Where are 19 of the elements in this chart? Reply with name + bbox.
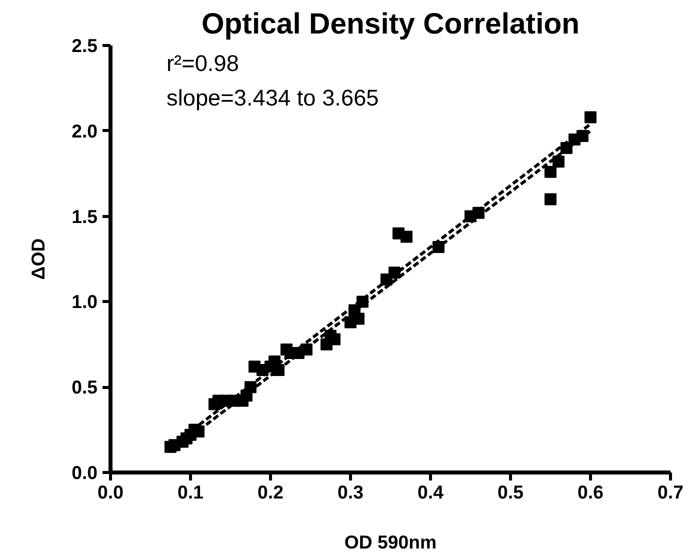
y-tick-label: 1.5: [72, 206, 98, 227]
y-tick-label: 0.5: [72, 376, 98, 398]
x-tick-label: 0.7: [658, 482, 684, 502]
x-axis-title: OD 590nm: [344, 532, 437, 552]
annotation: r²=0.98: [166, 50, 239, 76]
y-tick-label: 2.5: [72, 35, 98, 56]
y-axis-title: ΔOD: [28, 238, 49, 280]
y-tick-label: 0.0: [72, 462, 98, 483]
x-tick-label: 0.1: [178, 482, 204, 502]
y-tick-label: 2.0: [72, 120, 98, 142]
x-tick-label: 0.6: [578, 482, 604, 502]
x-tick-label: 0.0: [98, 482, 124, 502]
chart-title: Optical Density Correlation: [201, 8, 580, 40]
annotation: slope=3.434 to 3.665: [166, 84, 379, 110]
x-tick-label: 0.4: [418, 482, 444, 502]
x-tick-label: 0.2: [258, 482, 284, 502]
x-tick-label: 0.5: [498, 482, 524, 502]
y-tick-label: 1.0: [72, 291, 98, 312]
x-tick-label: 0.3: [338, 482, 364, 502]
